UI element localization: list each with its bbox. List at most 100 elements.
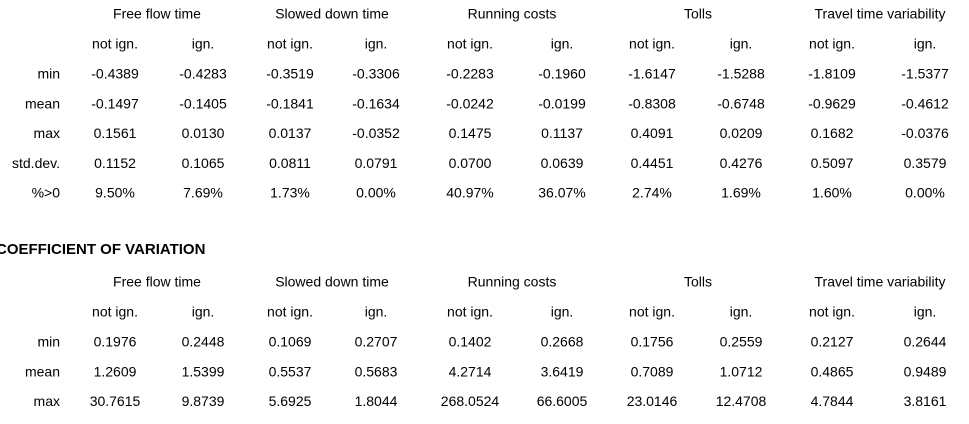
- group-header: Slowed down time: [275, 274, 389, 290]
- cell: 1.73%: [270, 185, 310, 201]
- cell: 3.8161: [904, 393, 947, 409]
- cell: 0.0137: [269, 125, 312, 141]
- cell: 4.2714: [449, 363, 492, 379]
- cell: 0.1069: [269, 334, 312, 350]
- cell: -1.5377: [901, 66, 949, 82]
- cell: -0.0199: [538, 95, 586, 111]
- cell: 4.7844: [811, 393, 854, 409]
- group-header: Slowed down time: [275, 6, 389, 22]
- cell: 23.0146: [627, 393, 678, 409]
- cell: 7.69%: [183, 185, 223, 201]
- cell: 1.60%: [812, 185, 852, 201]
- group-header: Travel time variability: [815, 6, 946, 22]
- cell: 0.0639: [541, 155, 584, 171]
- row-label: std.dev.: [12, 155, 60, 171]
- row-label: mean: [25, 363, 60, 379]
- cell: -0.1960: [538, 66, 586, 82]
- cell: 0.3579: [904, 155, 947, 171]
- row-label: max: [34, 393, 60, 409]
- group-header: Running costs: [468, 274, 557, 290]
- sub-header: ign.: [551, 304, 574, 320]
- cell: 0.2127: [811, 334, 854, 350]
- sub-header: not ign.: [809, 304, 855, 320]
- cell: 66.6005: [537, 393, 588, 409]
- row-label: %>0: [32, 185, 61, 201]
- cell: 0.00%: [905, 185, 945, 201]
- section-title: COEFFICIENT OF VARIATION: [0, 241, 205, 258]
- cell: 9.8739: [182, 393, 225, 409]
- cell: -0.9629: [808, 95, 856, 111]
- group-header: Tolls: [684, 274, 712, 290]
- cell: 9.50%: [95, 185, 135, 201]
- sub-header: not ign.: [92, 36, 138, 52]
- cell: 40.97%: [446, 185, 493, 201]
- sub-header: not ign.: [267, 36, 313, 52]
- sub-header: not ign.: [267, 304, 313, 320]
- cell: 0.1756: [631, 334, 674, 350]
- row-label: min: [37, 66, 60, 82]
- sub-header: not ign.: [447, 304, 493, 320]
- cell: 0.1475: [449, 125, 492, 141]
- cell: 0.9489: [904, 363, 947, 379]
- sub-header: ign.: [730, 36, 753, 52]
- group-header: Running costs: [468, 6, 557, 22]
- cell: 0.1976: [94, 334, 137, 350]
- cell: 0.0700: [449, 155, 492, 171]
- cell: -0.4389: [91, 66, 139, 82]
- cell: -0.4612: [901, 95, 949, 111]
- sub-header: ign.: [192, 36, 215, 52]
- cell: -0.6748: [717, 95, 765, 111]
- cell: -0.0376: [901, 125, 949, 141]
- group-header: Travel time variability: [815, 274, 946, 290]
- cell: -0.8308: [628, 95, 676, 111]
- sub-header: ign.: [365, 304, 388, 320]
- cell: 30.7615: [90, 393, 141, 409]
- cell: 0.7089: [631, 363, 674, 379]
- cell: 1.8044: [355, 393, 398, 409]
- cell: -0.3306: [352, 66, 400, 82]
- sub-header: ign.: [914, 36, 937, 52]
- sub-header: ign.: [730, 304, 753, 320]
- cell: 1.69%: [721, 185, 761, 201]
- sub-header: ign.: [914, 304, 937, 320]
- cell: 0.1682: [811, 125, 854, 141]
- cell: 0.4276: [720, 155, 763, 171]
- group-header: Free flow time: [113, 274, 201, 290]
- cell: -0.1405: [179, 95, 227, 111]
- cell: 0.1137: [541, 125, 583, 141]
- cell: 0.4091: [631, 125, 674, 141]
- cell: 0.5097: [811, 155, 854, 171]
- cell: 36.07%: [538, 185, 585, 201]
- cell: -0.0242: [446, 95, 494, 111]
- cell: 0.5683: [355, 363, 398, 379]
- row-label: mean: [25, 95, 60, 111]
- cell: 0.2668: [541, 334, 584, 350]
- cell: 0.2644: [904, 334, 947, 350]
- cell: -1.8109: [808, 66, 856, 82]
- sub-header: not ign.: [629, 304, 675, 320]
- sub-header: not ign.: [92, 304, 138, 320]
- cell: 0.0130: [182, 125, 225, 141]
- cell: -0.4283: [179, 66, 227, 82]
- group-header: Tolls: [684, 6, 712, 22]
- sub-header: ign.: [192, 304, 215, 320]
- cell: 0.5537: [269, 363, 312, 379]
- cell: 0.0791: [355, 155, 398, 171]
- cell: 0.1065: [182, 155, 225, 171]
- cell: -0.1841: [266, 95, 314, 111]
- cell: 0.2559: [720, 334, 763, 350]
- cell: 3.6419: [541, 363, 584, 379]
- cell: 0.0811: [269, 155, 311, 171]
- cell: 0.1402: [449, 334, 492, 350]
- cell: 268.0524: [441, 393, 500, 409]
- cell: -0.2283: [446, 66, 494, 82]
- sub-header: not ign.: [809, 36, 855, 52]
- cell: 12.4708: [716, 393, 767, 409]
- group-header: Free flow time: [113, 6, 201, 22]
- cell: 0.1152: [94, 155, 136, 171]
- cell: 0.4865: [811, 363, 854, 379]
- cell: 1.2609: [94, 363, 137, 379]
- cell: -1.6147: [628, 66, 676, 82]
- cell: 0.0209: [720, 125, 763, 141]
